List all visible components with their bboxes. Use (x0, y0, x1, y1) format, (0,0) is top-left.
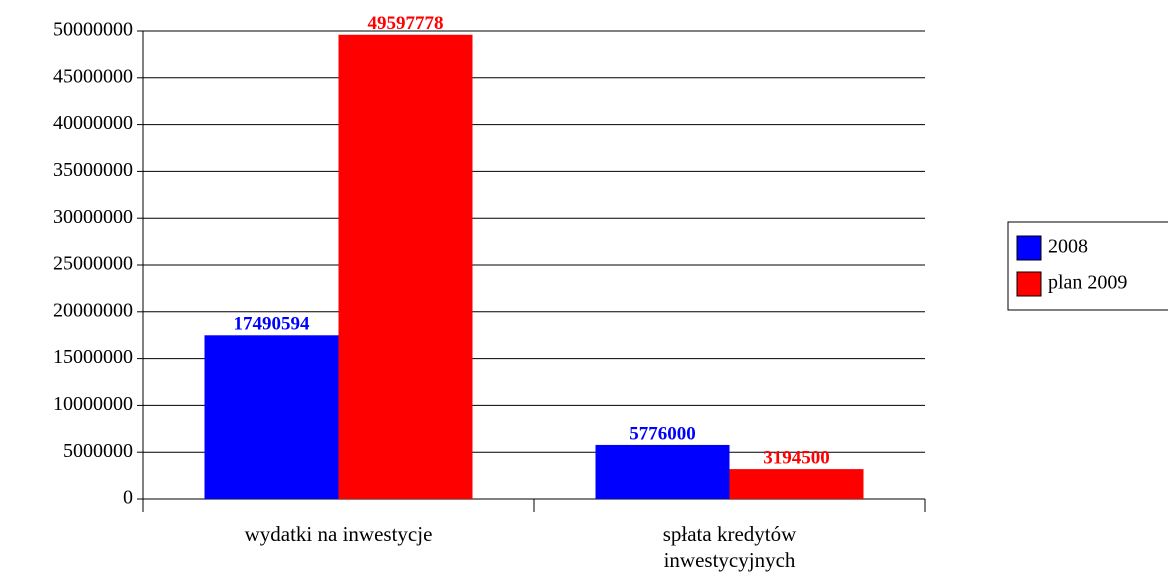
value-label: 5776000 (629, 423, 696, 444)
y-tick-label: 50000000 (53, 19, 133, 41)
y-tick-label: 35000000 (53, 159, 133, 181)
x-tick-label: spłata kredytów inwestycyjnych (662, 522, 797, 572)
y-tick-label: 10000000 (53, 393, 133, 415)
legend-label: plan 2009 (1048, 272, 1127, 294)
bar (595, 444, 730, 499)
legend-swatch (1016, 235, 1042, 261)
legend-label: 2008 (1048, 236, 1088, 258)
y-tick-label: 20000000 (53, 299, 133, 321)
value-label: 3194500 (763, 447, 830, 468)
bar (204, 335, 339, 499)
y-tick-label: 30000000 (53, 206, 133, 228)
legend-box (1007, 221, 1168, 311)
bar (338, 34, 473, 499)
x-tick-label: wydatki na inwestycje (244, 522, 433, 546)
y-tick-label: 40000000 (53, 112, 133, 134)
value-label: 17490594 (234, 314, 311, 335)
y-tick-label: 5000000 (63, 440, 133, 462)
y-tick-label: 15000000 (53, 346, 133, 368)
y-tick-label: 0 (123, 487, 133, 509)
y-tick-label: 45000000 (53, 65, 133, 87)
y-tick-label: 25000000 (53, 253, 133, 275)
value-label: 49597778 (368, 13, 444, 34)
legend-swatch (1016, 271, 1042, 297)
bar (729, 469, 864, 499)
